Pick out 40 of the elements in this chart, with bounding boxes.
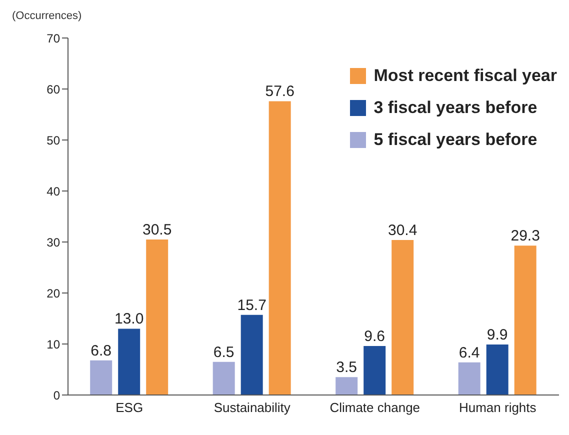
x-tick-label: Human rights bbox=[458, 400, 537, 416]
y-axis-title: (Occurrences) bbox=[12, 10, 82, 22]
legend-label: 3 fiscal years before bbox=[374, 98, 538, 118]
bar bbox=[212, 362, 235, 395]
bar bbox=[146, 239, 168, 395]
data-label: 3.5 bbox=[336, 359, 358, 376]
data-label: 30.4 bbox=[388, 222, 418, 239]
bar bbox=[118, 328, 140, 395]
bar bbox=[458, 362, 480, 395]
legend-label: Most recent fiscal year bbox=[374, 66, 557, 86]
bar bbox=[392, 240, 414, 395]
legend-label: 5 fiscal years before bbox=[374, 130, 538, 150]
data-label: 6.5 bbox=[213, 344, 234, 361]
bar bbox=[486, 344, 508, 395]
data-label: 29.3 bbox=[510, 228, 540, 245]
data-label: 9.6 bbox=[364, 328, 386, 346]
bar bbox=[336, 377, 358, 395]
y-tick-label: 40 bbox=[46, 184, 60, 198]
bar bbox=[268, 101, 291, 395]
y-tick-label: 0 bbox=[53, 388, 60, 402]
bar bbox=[364, 346, 386, 395]
y-tick-label: 10 bbox=[46, 337, 60, 352]
y-tick-label: 20 bbox=[46, 286, 60, 300]
data-label: 13.0 bbox=[114, 310, 144, 328]
data-label: 6.8 bbox=[90, 342, 112, 360]
data-label: 9.9 bbox=[486, 326, 508, 344]
y-tick-label: 70 bbox=[46, 31, 60, 46]
y-tick-label: 50 bbox=[46, 133, 60, 148]
bar bbox=[240, 314, 263, 395]
x-tick-label: ESG bbox=[116, 400, 144, 416]
y-tick-label: 60 bbox=[46, 82, 60, 96]
y-tick-label: 30 bbox=[46, 235, 60, 250]
data-label: 15.7 bbox=[237, 296, 266, 314]
x-tick-label: Climate change bbox=[330, 400, 420, 416]
bar bbox=[90, 360, 112, 395]
x-tick-label: Sustainability bbox=[214, 400, 291, 416]
data-label: 57.6 bbox=[265, 83, 294, 100]
data-label: 30.5 bbox=[142, 221, 172, 238]
bar bbox=[514, 246, 536, 395]
data-label: 6.4 bbox=[458, 344, 480, 362]
